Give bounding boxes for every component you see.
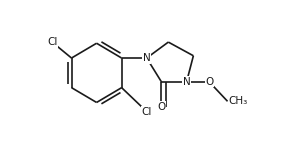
Text: N: N	[183, 77, 191, 87]
Text: CH₃: CH₃	[229, 96, 248, 106]
Text: N: N	[143, 53, 151, 63]
Text: O: O	[205, 77, 214, 87]
Text: Cl: Cl	[47, 37, 57, 47]
Text: Cl: Cl	[141, 107, 152, 117]
Text: O: O	[157, 102, 166, 112]
